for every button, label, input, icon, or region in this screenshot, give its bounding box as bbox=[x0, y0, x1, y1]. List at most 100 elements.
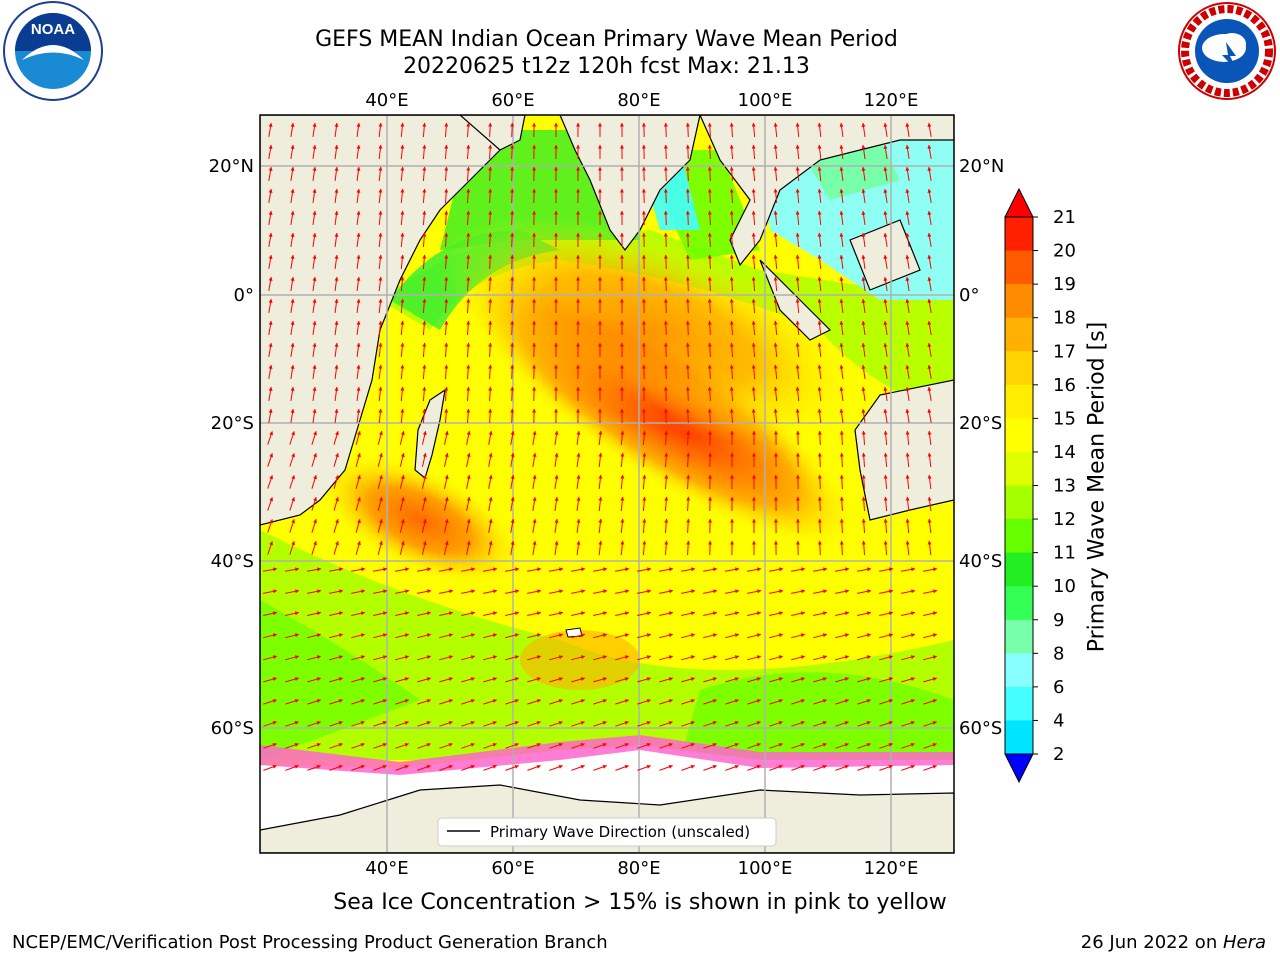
footer-machine: Hera bbox=[1222, 932, 1266, 953]
wave-arrow bbox=[905, 188, 910, 203]
colorbar-tick-label: 21 bbox=[1053, 207, 1076, 228]
wave-arrow bbox=[642, 452, 647, 468]
wave-arrow bbox=[290, 144, 295, 159]
wave-arrow bbox=[483, 699, 498, 705]
colorbar-bin bbox=[1005, 317, 1033, 352]
wave-arrow bbox=[795, 408, 800, 424]
wave-arrow bbox=[620, 496, 625, 512]
wave-arrow bbox=[263, 633, 278, 639]
wave-arrow bbox=[488, 254, 493, 270]
wave-arrow bbox=[488, 452, 493, 467]
wave-arrow bbox=[773, 210, 778, 226]
wave-arrow bbox=[817, 254, 822, 270]
wave-arrow bbox=[285, 742, 299, 749]
wave-arrow bbox=[905, 320, 910, 335]
colorbar-tick-label: 19 bbox=[1053, 274, 1076, 295]
wave-arrow bbox=[421, 474, 427, 489]
wave-arrow bbox=[483, 742, 497, 749]
wave-arrow bbox=[901, 633, 916, 639]
wave-arrow bbox=[663, 122, 668, 138]
wave-arrow bbox=[290, 386, 295, 401]
wave-arrow bbox=[461, 567, 476, 572]
wave-arrow bbox=[378, 408, 383, 424]
wave-arrow bbox=[356, 408, 361, 423]
wave-arrow bbox=[883, 430, 888, 446]
wave-arrow bbox=[483, 677, 498, 683]
wave-arrow bbox=[532, 496, 537, 511]
wave-arrow bbox=[927, 320, 932, 335]
wave-arrow bbox=[351, 611, 366, 616]
wave-arrow bbox=[751, 342, 756, 358]
wave-arrow bbox=[835, 764, 849, 771]
wave-arrow bbox=[400, 166, 405, 182]
wave-arrow bbox=[747, 677, 762, 683]
wave-arrow bbox=[923, 742, 937, 749]
wave-arrow bbox=[488, 518, 493, 533]
wave-arrow bbox=[725, 721, 739, 727]
wave-arrow bbox=[417, 655, 432, 661]
wave-arrow bbox=[312, 342, 317, 357]
lat-tick-left: 60°S bbox=[211, 718, 254, 739]
wave-arrow bbox=[773, 408, 778, 424]
wave-arrow bbox=[598, 430, 603, 446]
wave-arrow bbox=[839, 144, 844, 159]
wave-arrow bbox=[659, 742, 673, 749]
wave-arrow bbox=[905, 254, 910, 269]
wave-arrow bbox=[791, 633, 806, 639]
wave-arrow bbox=[923, 589, 938, 594]
wave-arrow bbox=[483, 764, 497, 771]
wave-arrow bbox=[927, 210, 932, 225]
wave-arrow bbox=[290, 364, 295, 379]
wave-arrow bbox=[769, 699, 784, 705]
wave-arrow bbox=[421, 518, 427, 533]
wave-arrow bbox=[883, 518, 888, 534]
wave-arrow bbox=[685, 386, 690, 402]
wave-arrow bbox=[901, 567, 916, 572]
wave-arrow bbox=[263, 699, 278, 705]
wave-arrow bbox=[725, 699, 740, 705]
wave-arrow bbox=[395, 764, 409, 771]
wave-arrow bbox=[444, 122, 449, 138]
wave-arrow bbox=[373, 655, 388, 661]
wave-arrow bbox=[795, 144, 800, 160]
wave-arrow bbox=[879, 699, 894, 705]
colorbar-bin bbox=[1005, 619, 1033, 654]
wave-arrow bbox=[817, 496, 822, 512]
wave-arrow bbox=[417, 567, 432, 572]
colorbar-tick-label: 17 bbox=[1053, 341, 1076, 362]
wave-arrow bbox=[729, 386, 734, 402]
wave-arrow bbox=[488, 320, 493, 336]
wave-arrow bbox=[839, 496, 844, 512]
wave-arrow bbox=[817, 342, 822, 358]
lon-tick-top: 120°E bbox=[864, 90, 919, 111]
wave-arrow bbox=[510, 540, 515, 555]
footer-credit: NCEP/EMC/Verification Post Processing Pr… bbox=[12, 932, 608, 953]
wave-arrow bbox=[861, 518, 866, 534]
wave-arrow bbox=[729, 298, 734, 314]
wave-arrow bbox=[461, 655, 476, 661]
wave-arrow bbox=[312, 254, 317, 269]
wave-arrow bbox=[817, 364, 822, 380]
wave-arrow bbox=[311, 518, 317, 533]
wave-arrow bbox=[857, 721, 871, 727]
wave-arrow bbox=[285, 633, 300, 639]
colorbar-tick-label: 12 bbox=[1053, 509, 1076, 530]
wave-arrow bbox=[356, 254, 361, 269]
wave-arrow bbox=[927, 188, 932, 203]
wave-arrow bbox=[593, 567, 608, 572]
wave-arrow bbox=[532, 540, 537, 555]
wave-arrow bbox=[905, 364, 910, 379]
wave-arrow bbox=[769, 742, 783, 749]
wave-arrow bbox=[813, 742, 827, 749]
colorbar-bin bbox=[1005, 217, 1033, 252]
wave-arrow bbox=[813, 633, 828, 639]
wave-arrow bbox=[883, 122, 888, 137]
wave-arrow bbox=[927, 496, 932, 512]
wave-arrow bbox=[615, 721, 629, 727]
wave-arrow bbox=[879, 721, 893, 727]
wave-arrow bbox=[905, 408, 910, 423]
wave-arrow bbox=[707, 386, 712, 402]
wave-arrow bbox=[571, 699, 586, 705]
wave-arrow bbox=[510, 320, 515, 336]
wave-arrow bbox=[466, 276, 471, 292]
